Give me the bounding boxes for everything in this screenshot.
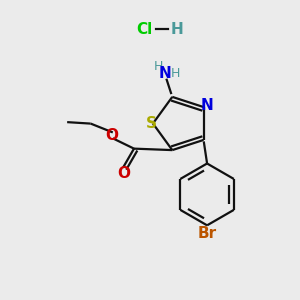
Text: Cl: Cl — [136, 22, 152, 37]
Text: H: H — [153, 60, 163, 73]
Text: O: O — [117, 166, 130, 181]
Text: H: H — [171, 67, 180, 80]
Text: Br: Br — [197, 226, 217, 241]
Text: H: H — [170, 22, 183, 37]
Text: N: N — [158, 66, 171, 81]
Text: N: N — [201, 98, 214, 113]
Text: O: O — [106, 128, 119, 143]
Text: S: S — [146, 116, 157, 131]
